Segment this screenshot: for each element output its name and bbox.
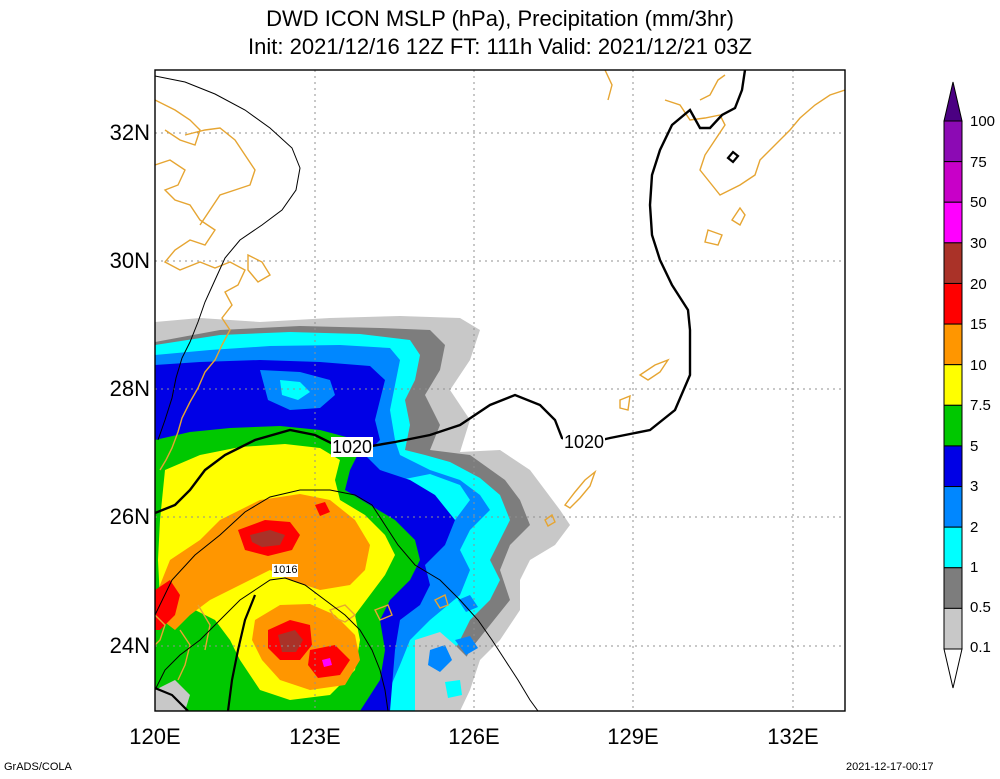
- colorbar-label: 0.5: [970, 599, 991, 616]
- colorbar-label: 1: [970, 559, 979, 576]
- precipitation-field: [155, 316, 570, 711]
- lat-label: 30N: [109, 248, 150, 273]
- lon-label: 129E: [607, 724, 659, 749]
- isobar-label: 1020: [563, 432, 606, 452]
- colorbar-label: 75: [970, 154, 987, 171]
- colorbar-label: 15: [970, 316, 987, 333]
- colorbar-label: 5: [970, 438, 979, 455]
- colorbar-label: 0.1: [970, 639, 991, 656]
- isobar-label: 1020: [331, 437, 374, 457]
- map-frame: [154, 69, 846, 712]
- lat-label: 24N: [109, 633, 150, 658]
- coastlines: [155, 70, 845, 681]
- footer-right: 2021-12-17-00:17: [846, 761, 934, 773]
- graticule: [155, 70, 845, 711]
- colorbar-label: 100: [970, 113, 996, 130]
- colorbar-label: 50: [970, 194, 987, 211]
- footer-left: GrADS/COLA: [4, 761, 72, 773]
- colorbar-label: 30: [970, 235, 987, 252]
- lat-label: 26N: [109, 504, 150, 529]
- isobar-label: 1016: [272, 564, 299, 577]
- colorbar-label: 20: [970, 276, 987, 293]
- lon-label: 126E: [448, 724, 500, 749]
- isobars: [155, 70, 747, 711]
- lat-label: 28N: [109, 376, 150, 401]
- colorbar-label: 2: [970, 519, 979, 536]
- colorbar-label: 3: [970, 478, 979, 495]
- title-line-1: DWD ICON MSLP (hPa), Precipitation (mm/3…: [266, 6, 734, 31]
- title-line-2: Init: 2021/12/16 12Z FT: 111h Valid: 202…: [248, 34, 752, 59]
- lon-label: 132E: [767, 724, 819, 749]
- colorbar-label: 7.5: [970, 397, 991, 414]
- lat-label: 32N: [109, 120, 150, 145]
- lon-label: 123E: [289, 724, 341, 749]
- colorbar-label: 10: [970, 357, 987, 374]
- lon-label: 120E: [129, 724, 181, 749]
